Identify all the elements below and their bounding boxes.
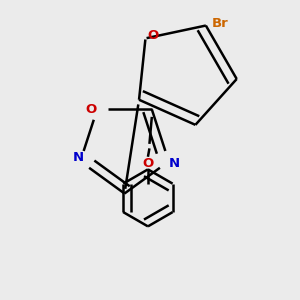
Text: N: N <box>169 157 180 170</box>
Text: Br: Br <box>212 16 229 30</box>
Text: O: O <box>85 103 96 116</box>
Text: O: O <box>142 157 154 170</box>
Text: N: N <box>73 151 84 164</box>
Text: O: O <box>147 29 159 43</box>
